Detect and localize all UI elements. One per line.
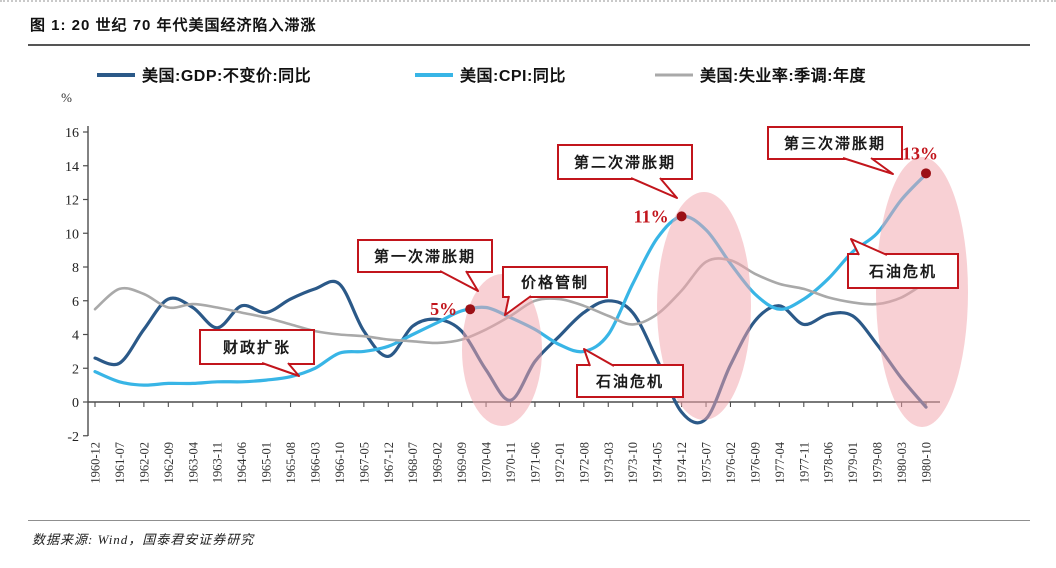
callout: 财政扩张 [199,329,315,377]
x-axis-tick-label: 1979-08 [871,442,885,484]
callout: 第二次滞胀期 [557,144,693,199]
highlight-ellipse [657,192,751,420]
legend-label: 美国:CPI:同比 [460,66,566,85]
callout: 石油危机 [576,348,684,398]
data-point-label: 11% [634,206,669,226]
data-point-marker [465,304,476,315]
data-point-marker [676,211,687,222]
x-axis-tick-label: 1980-03 [895,442,909,484]
data-source-note: 数据来源: Wind，国泰君安证券研究 [32,532,255,547]
callout-tail [630,177,678,199]
x-axis-tick-label: 1969-09 [455,442,469,484]
data-point-marker [921,168,931,179]
callout: 价格管制 [502,266,608,316]
x-axis-tick-label: 1972-01 [553,442,567,484]
legend-label: 美国:失业率:季调:年度 [700,66,866,85]
highlight-ellipse [876,157,968,427]
x-axis-tick-label: 1964-06 [235,442,249,484]
data-point-label: 13% [902,143,938,163]
y-axis-tick-label: 0 [72,396,79,411]
x-axis-tick-label: 1960-12 [89,442,103,484]
x-axis-tick-label: 1970-04 [480,441,494,483]
callout-tail [439,270,479,292]
x-axis-tick-label: 1971-06 [528,442,542,484]
y-axis-tick-label: -2 [67,430,79,445]
callout-label: 财政扩张 [223,339,291,357]
x-axis-tick-label: 1979-01 [846,442,860,484]
callout-label: 第一次滞胀期 [374,248,476,266]
callout-tail [583,348,615,367]
callout-tail [850,238,888,256]
x-axis-tick-label: 1970-11 [504,442,518,483]
callout: 第三次滞胀期 [767,126,903,175]
callout-label: 价格管制 [521,274,589,292]
callout-box [502,266,608,298]
callout-label: 石油危机 [868,263,937,281]
callout-label: 第三次滞胀期 [784,135,886,153]
callout-label: 石油危机 [595,373,664,391]
x-axis-tick-label: 1962-09 [162,442,176,484]
y-axis-tick-label: 4 [72,329,79,344]
title-divider [28,44,1030,46]
x-axis-tick-label: 1966-03 [308,442,322,484]
x-axis-tick-label: 1965-08 [284,442,298,484]
x-axis-tick-label: 1965-01 [260,442,274,484]
figure-title: 图 1: 20 世纪 70 年代美国经济陷入滞涨 [30,17,317,34]
x-axis-tick-label: 1974-05 [651,442,665,484]
x-axis-tick-label: 1980-10 [920,442,934,484]
callout-tail [842,157,894,175]
x-axis-tick-label: 1963-04 [186,441,200,483]
callout-box [357,239,493,273]
y-axis-tick-label: 14 [65,160,79,175]
highlight-ellipse [462,274,542,426]
callout-tail [504,295,532,316]
x-axis-tick-label: 1967-05 [357,442,371,484]
callout-box [847,253,959,289]
legend-label: 美国:GDP:不变价:同比 [142,66,311,85]
x-axis-tick-label: 1973-10 [626,442,640,484]
x-axis-tick-label: 1977-11 [797,442,811,483]
callout-label: 第二次滞胀期 [574,154,676,172]
callout-tail [261,362,300,377]
footer-divider [28,520,1030,521]
x-axis-tick-label: 1961-07 [113,442,127,484]
y-axis-unit-label: % [61,90,72,105]
x-axis-tick-label: 1966-10 [333,442,347,484]
y-axis-tick-label: 8 [72,261,79,276]
callout-box [199,329,315,365]
x-axis-tick-label: 1978-06 [822,442,836,484]
x-axis-tick-label: 1967-12 [382,442,396,484]
x-axis-tick-label: 1968-07 [406,442,420,484]
y-axis-tick-label: 12 [65,194,79,209]
callout: 第一次滞胀期 [357,239,493,292]
callout-box [576,364,684,398]
x-axis-tick-label: 1977-04 [773,441,787,483]
y-axis-tick-label: 2 [72,362,79,377]
x-axis-tick-label: 1969-02 [431,442,445,484]
y-axis-tick-label: 10 [65,227,79,242]
x-axis-tick-label: 1974-12 [675,442,689,484]
x-axis-tick-label: 1973-03 [602,442,616,484]
y-axis-tick-label: 6 [72,295,79,310]
callout-box [767,126,903,160]
x-axis-tick-label: 1963-11 [211,442,225,483]
x-axis-tick-label: 1975-07 [700,442,714,484]
x-axis-tick-label: 1976-02 [724,442,738,484]
callout-box [557,144,693,180]
x-axis-tick-label: 1976-09 [748,442,762,484]
x-axis-tick-label: 1962-02 [137,442,151,484]
data-point-label: 5% [430,299,457,319]
y-axis-tick-label: 16 [65,126,79,141]
callout: 石油危机 [847,238,959,289]
x-axis-tick-label: 1972-08 [577,442,591,484]
